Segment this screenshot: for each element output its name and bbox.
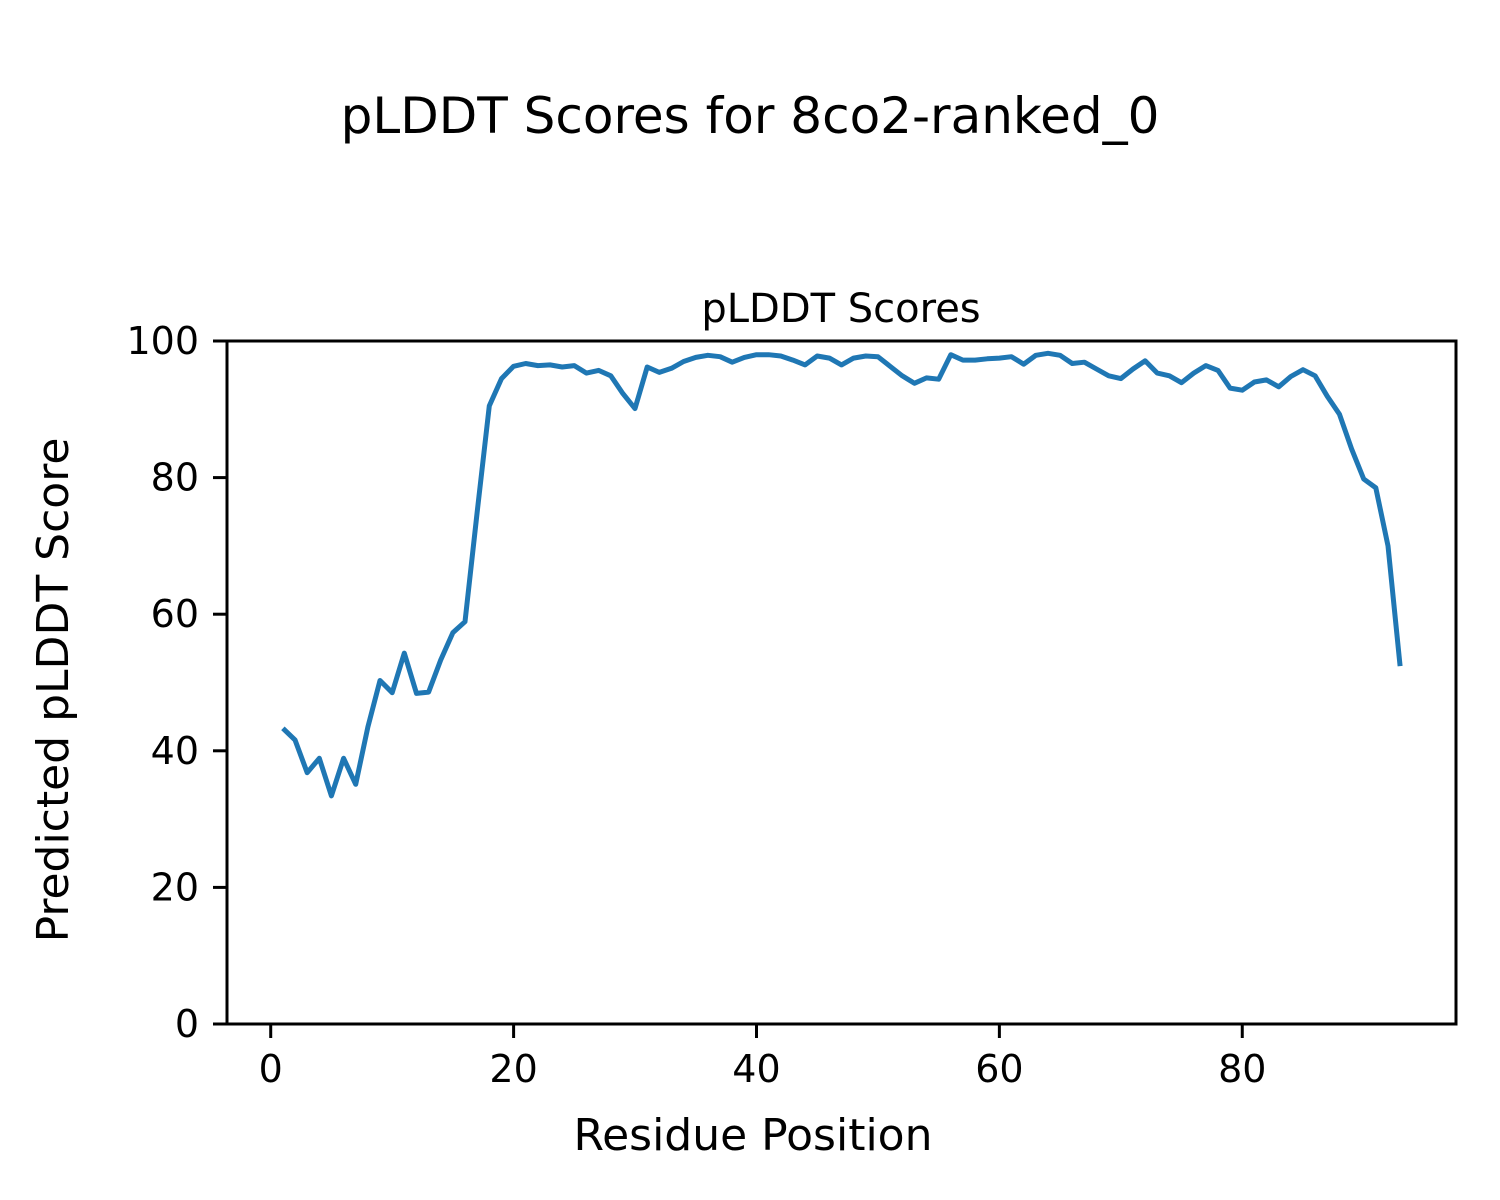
plot-area-border [225, 339, 1458, 1026]
x-tick-label: 0 [259, 1047, 283, 1091]
axes-title: pLDDT Scores [701, 286, 980, 332]
y-axis-ticks: 0 20 40 60 80 100 [126, 319, 227, 1046]
y-tick-label: 0 [175, 1002, 199, 1046]
x-axis-label: Residue Position [573, 1110, 932, 1161]
y-tick-label: 20 [151, 865, 199, 909]
x-axis-ticks: 0 20 40 60 80 [259, 1024, 1266, 1091]
x-tick-label: 60 [975, 1047, 1023, 1091]
y-tick-label: 40 [151, 729, 199, 773]
y-tick-label: 100 [126, 319, 199, 363]
figure-title: pLDDT Scores for 8co2-ranked_0 [341, 87, 1160, 145]
plddt-line-series [281, 350, 1403, 799]
y-tick-label: 60 [151, 592, 199, 636]
y-axis-label: Predicted pLDDT Score [28, 438, 79, 943]
x-tick-label: 80 [1218, 1047, 1266, 1091]
y-tick-label: 80 [151, 456, 199, 500]
x-tick-label: 40 [732, 1047, 780, 1091]
x-tick-label: 20 [489, 1047, 537, 1091]
